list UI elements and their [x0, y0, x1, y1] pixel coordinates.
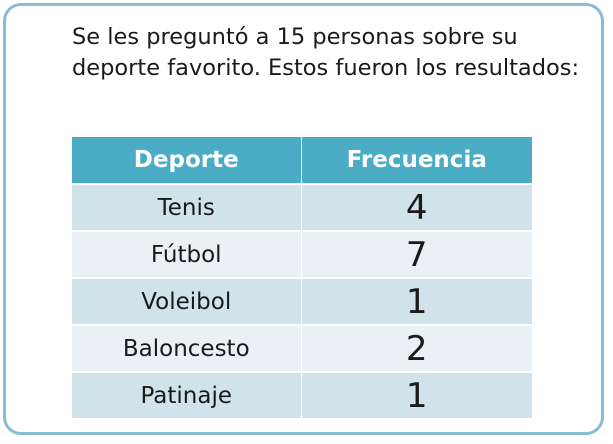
intro-text: Se les preguntó a 15 personas sobre su d…	[72, 24, 580, 81]
table-row: Voleibol 1	[72, 277, 532, 325]
table-row: Patinaje 1	[72, 371, 532, 418]
sport-cell: Tenis	[72, 183, 301, 231]
sport-cell: Baloncesto	[72, 324, 301, 372]
frequency-cell: 1	[300, 371, 532, 418]
table-header-row: Deporte Frecuencia	[72, 137, 532, 185]
frequency-cell: 7	[300, 230, 532, 278]
frequency-cell: 1	[300, 277, 532, 325]
sport-cell: Patinaje	[72, 371, 301, 418]
frequency-table: Deporte Frecuencia Tenis 4 Fútbol 7 Vole…	[72, 137, 532, 418]
table-row: Tenis 4	[72, 183, 532, 231]
content-card: Se les preguntó a 15 personas sobre su d…	[3, 3, 604, 435]
header-sport: Deporte	[72, 137, 301, 185]
frequency-cell: 2	[300, 324, 532, 372]
table-row: Baloncesto 2	[72, 324, 532, 372]
sport-cell: Fútbol	[72, 230, 301, 278]
table-row: Fútbol 7	[72, 230, 532, 278]
sport-cell: Voleibol	[72, 277, 301, 325]
header-frequency: Frecuencia	[300, 137, 532, 185]
frequency-cell: 4	[300, 183, 532, 231]
